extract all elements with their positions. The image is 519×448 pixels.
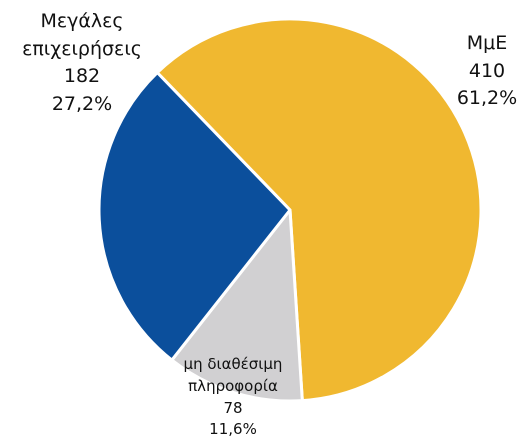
percent-label: 61,2% [456, 87, 518, 110]
pie-slice [155, 17, 483, 403]
percent-label: 11,6% [209, 420, 257, 439]
pie-slice [170, 208, 304, 403]
slice-label: ΜμΕ 410 61,2% [447, 30, 519, 113]
slice-label: Μεγάλες επιχειρήσεις 182 27,2% [7, 8, 157, 118]
value-label: 182 [63, 65, 101, 88]
slice-label: μη διαθέσιμη πληροφορία 78 11,6% [168, 354, 298, 441]
value-label: 78 [223, 398, 243, 417]
category-label: ΜμΕ [466, 32, 508, 54]
percent-label: 27,2% [51, 92, 113, 115]
pie-slice [97, 71, 292, 362]
category-label: Μεγάλες επιχειρήσεις [22, 10, 142, 60]
value-label: 410 [468, 59, 506, 82]
category-label: μη διαθέσιμη πληροφορία [183, 355, 283, 395]
